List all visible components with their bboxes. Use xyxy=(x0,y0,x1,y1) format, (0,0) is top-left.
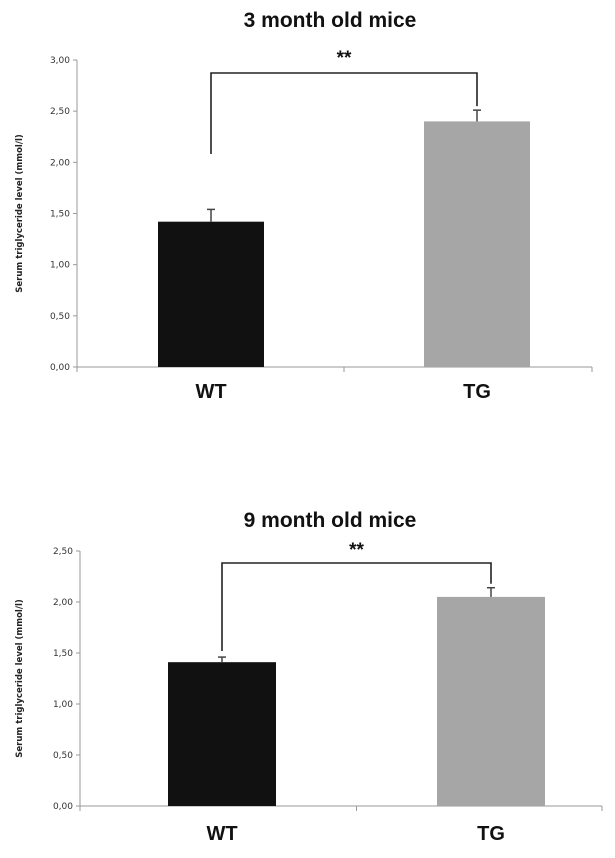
bar-tg xyxy=(424,121,530,368)
y-tick-label: 2,00 xyxy=(53,598,73,608)
category-label: WT xyxy=(195,381,226,403)
y-tick-label: 2,50 xyxy=(53,547,73,557)
bar-wt xyxy=(158,221,264,367)
significance-label: ** xyxy=(349,540,364,561)
chart-3-month: 3 month old mice Serum triglyceride level… xyxy=(15,9,593,403)
y-tick-label: 0,00 xyxy=(50,363,70,373)
y-tick-label: 2,00 xyxy=(50,158,70,168)
category-label: WT xyxy=(206,823,237,845)
y-tick-label: 1,50 xyxy=(53,649,73,659)
y-tick-label: 0,50 xyxy=(53,751,73,761)
y-tick-label: 0,50 xyxy=(50,312,70,322)
significance-bracket xyxy=(210,72,478,154)
significance-bracket xyxy=(221,562,492,651)
y-axis-label: Serum triglyceride level (mmol/l) xyxy=(15,134,25,293)
y-tick-label: 1,00 xyxy=(50,261,70,271)
chart-title: 9 month old mice xyxy=(244,509,417,532)
y-tick-label: 0,00 xyxy=(53,802,73,812)
y-tick-label: 1,50 xyxy=(50,210,70,220)
significance-label: ** xyxy=(337,48,352,69)
chart-title: 3 month old mice xyxy=(244,9,417,32)
bar-tg xyxy=(437,596,545,806)
y-axis-label: Serum triglyceride level (mmol/l) xyxy=(15,599,25,758)
category-label: TG xyxy=(477,823,505,845)
category-label: TG xyxy=(463,381,491,403)
y-tick-label: 2,50 xyxy=(50,107,70,117)
y-tick-label: 1,00 xyxy=(53,700,73,710)
y-tick-label: 3,00 xyxy=(50,56,70,66)
chart-9-month: 9 month old mice Serum triglyceride level… xyxy=(15,509,603,845)
bar-wt xyxy=(168,662,276,806)
